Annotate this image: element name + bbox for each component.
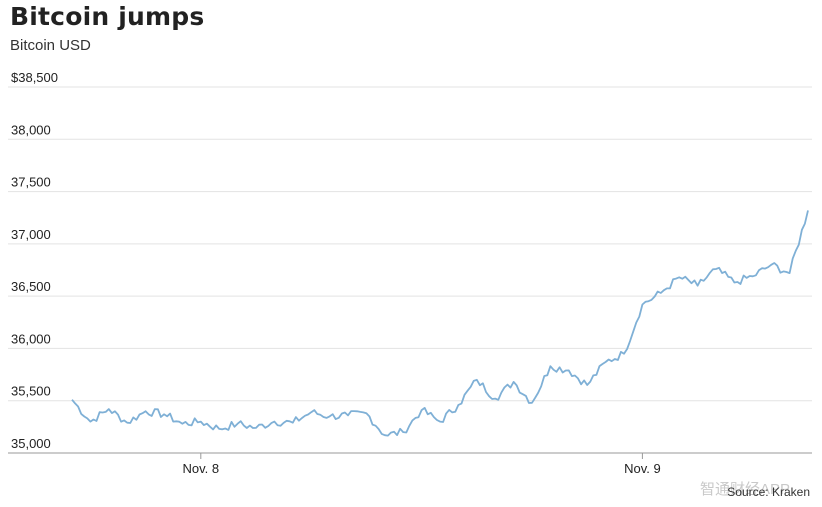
x-axis-ticks: Nov. 8 Nov. 9 bbox=[182, 453, 661, 476]
x-tick-label: Nov. 9 bbox=[624, 461, 661, 476]
watermark-text: 智通财经APP bbox=[700, 481, 791, 498]
chart-title: Bitcoin jumps bbox=[10, 2, 205, 31]
y-tick-label: 37,000 bbox=[11, 227, 51, 242]
bitcoin-price-line bbox=[71, 210, 809, 437]
y-tick-label: $38,500 bbox=[11, 70, 58, 85]
y-tick-label: 37,500 bbox=[11, 175, 51, 190]
y-tick-label: 36,500 bbox=[11, 279, 51, 294]
y-tick-label: 36,000 bbox=[11, 331, 51, 346]
source-note: Source: Kraken bbox=[727, 485, 810, 499]
y-tick-label: 35,000 bbox=[11, 436, 51, 451]
chart-subtitle: Bitcoin USD bbox=[10, 37, 91, 54]
series bbox=[71, 210, 809, 437]
gridlines bbox=[8, 86, 812, 454]
x-tick-label: Nov. 8 bbox=[182, 461, 219, 476]
y-axis-labels: 35,000 35,500 36,000 36,500 37,000 37,500 38,0… bbox=[11, 70, 58, 451]
y-tick-label: 38,000 bbox=[11, 122, 51, 137]
y-tick-label: 35,500 bbox=[11, 384, 51, 399]
